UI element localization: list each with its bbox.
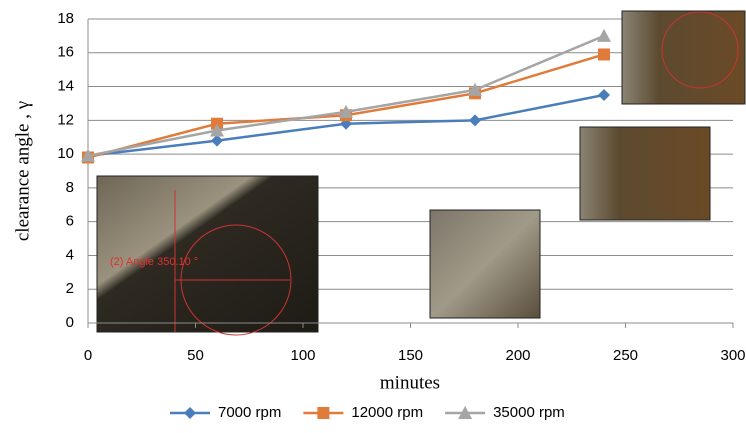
y-tick-label: 16 <box>57 44 74 61</box>
micrograph <box>621 10 746 105</box>
y-axis-label: clearance angle , γ <box>12 101 33 241</box>
marker <box>468 82 482 96</box>
marker <box>597 28 611 42</box>
y-tick-label: 18 <box>57 10 74 27</box>
marker <box>598 89 610 101</box>
marker <box>339 104 353 118</box>
marker <box>458 406 473 419</box>
marker <box>317 407 330 419</box>
marker <box>598 48 610 61</box>
marker <box>81 148 95 162</box>
legend-label: 12000 rpm <box>351 404 423 421</box>
x-tick-label: 50 <box>187 347 204 364</box>
y-tick-label: 8 <box>66 179 74 196</box>
y-tick-label: 6 <box>66 213 74 230</box>
x-tick-label: 300 <box>720 347 745 364</box>
x-axis-label: minutes <box>380 372 440 393</box>
annotation: (2) Angle 350.10 ° <box>110 256 198 268</box>
legend-label: 35000 rpm <box>493 404 565 421</box>
y-tick-label: 0 <box>66 314 74 331</box>
legend-label: 7000 rpm <box>218 404 281 421</box>
marker <box>210 123 224 137</box>
marker <box>211 134 223 147</box>
micrograph <box>429 209 541 319</box>
y-tick-label: 2 <box>66 280 74 297</box>
measure-circle <box>661 11 739 89</box>
y-tick-label: 4 <box>66 246 74 263</box>
y-tick-label: 10 <box>57 145 74 162</box>
marker <box>184 407 196 419</box>
micrograph <box>579 126 711 221</box>
y-tick-label: 12 <box>57 111 74 128</box>
x-tick-label: 0 <box>84 347 92 364</box>
x-tick-label: 150 <box>398 347 423 364</box>
y-tick-label: 14 <box>57 78 74 95</box>
micrograph <box>96 175 319 333</box>
x-tick-label: 250 <box>613 347 638 364</box>
x-tick-label: 200 <box>505 347 530 364</box>
micrographs <box>96 10 746 336</box>
x-tick-label: 100 <box>290 347 315 364</box>
marker <box>469 114 481 127</box>
